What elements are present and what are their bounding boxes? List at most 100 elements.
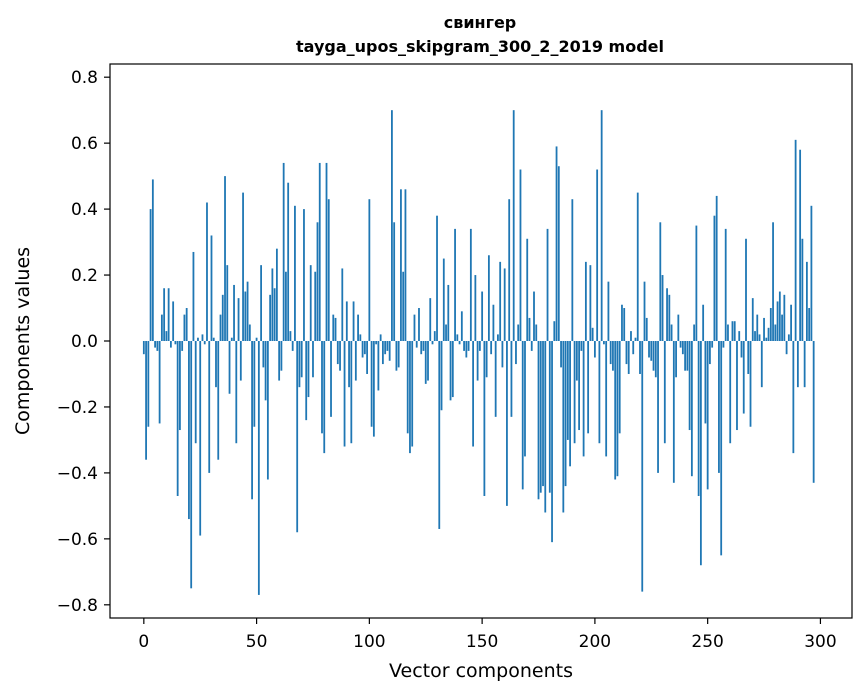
bar (242, 192, 244, 341)
bar (535, 324, 538, 341)
bar (172, 301, 175, 341)
bar (226, 265, 229, 341)
bar (801, 238, 804, 341)
bar (280, 341, 283, 371)
bar (248, 324, 251, 341)
bar (215, 341, 217, 388)
bar (492, 304, 495, 341)
bar (307, 341, 310, 398)
bar (300, 341, 303, 378)
bar (357, 314, 359, 341)
bar (483, 341, 486, 496)
bar (197, 337, 199, 341)
bar (221, 294, 224, 341)
bar (767, 327, 770, 341)
x-tick-label: 0 (138, 632, 149, 652)
x-axis-ticks: 0 50 100 150 200 250 300 (138, 618, 837, 652)
bar (332, 314, 335, 341)
bar (702, 304, 705, 341)
bar (587, 341, 590, 434)
bar (294, 205, 296, 341)
bar (699, 341, 702, 566)
bar (632, 341, 635, 355)
bar (251, 341, 253, 500)
bar (666, 288, 668, 341)
bar (460, 311, 463, 341)
bar (282, 162, 285, 341)
bar (244, 291, 247, 341)
bar (341, 268, 344, 341)
bar (695, 225, 698, 341)
bar (422, 341, 425, 351)
bar (147, 341, 150, 427)
bar (539, 341, 542, 493)
bar (675, 341, 677, 378)
bar (194, 341, 197, 444)
bar (481, 291, 484, 341)
bar (291, 341, 294, 351)
bar (769, 308, 772, 341)
bar (179, 341, 181, 431)
bar (623, 308, 626, 341)
x-tick-label: 250 (691, 632, 723, 652)
bar (810, 205, 813, 341)
y-axis-ticks: 0.8 0.6 0.4 0.2 0.0 −0.2 −0.4 −0.6 −0.8 (57, 68, 110, 616)
bar (386, 341, 389, 351)
bar (224, 176, 226, 341)
bar (548, 341, 551, 493)
bar (395, 341, 398, 371)
bar (246, 281, 249, 341)
bar (476, 341, 479, 381)
bar (203, 341, 206, 345)
bar (354, 341, 357, 381)
bar (569, 341, 571, 467)
bar (440, 341, 443, 411)
bars-group (142, 110, 815, 595)
bar (524, 341, 526, 457)
bar (553, 321, 556, 341)
bar (188, 341, 190, 520)
bar (648, 341, 650, 358)
bar (778, 291, 781, 341)
bar (749, 341, 752, 427)
bar (305, 341, 308, 421)
bar (176, 341, 179, 496)
bar (210, 235, 213, 341)
bar (709, 341, 711, 365)
bar (546, 228, 549, 341)
bar (566, 341, 569, 440)
bar (219, 314, 222, 341)
bar (402, 271, 405, 341)
bar (720, 341, 723, 556)
bar (794, 139, 797, 341)
bar (763, 317, 765, 341)
bar (681, 341, 684, 355)
bar (314, 271, 317, 341)
bar (571, 199, 574, 341)
bar (526, 238, 529, 341)
bar (718, 341, 720, 473)
bar (436, 215, 438, 341)
x-axis-label: Vector components (389, 660, 573, 682)
bar (555, 146, 558, 341)
bar (271, 268, 274, 341)
x-tick-label: 300 (804, 632, 836, 652)
y-tick-label: 0.2 (71, 266, 98, 286)
bar (672, 341, 675, 483)
bar (165, 331, 168, 341)
bar (693, 324, 696, 341)
bar (670, 324, 673, 341)
bar (260, 265, 262, 341)
bar (275, 248, 278, 341)
bar (519, 169, 522, 341)
bar (442, 258, 445, 341)
y-tick-label: 0.0 (71, 332, 98, 352)
bar (593, 341, 596, 358)
bar (600, 110, 603, 341)
bar (785, 341, 788, 355)
bar (366, 341, 368, 374)
bar (212, 337, 215, 341)
bar (334, 317, 337, 341)
bar (192, 251, 195, 341)
bar (447, 284, 450, 341)
